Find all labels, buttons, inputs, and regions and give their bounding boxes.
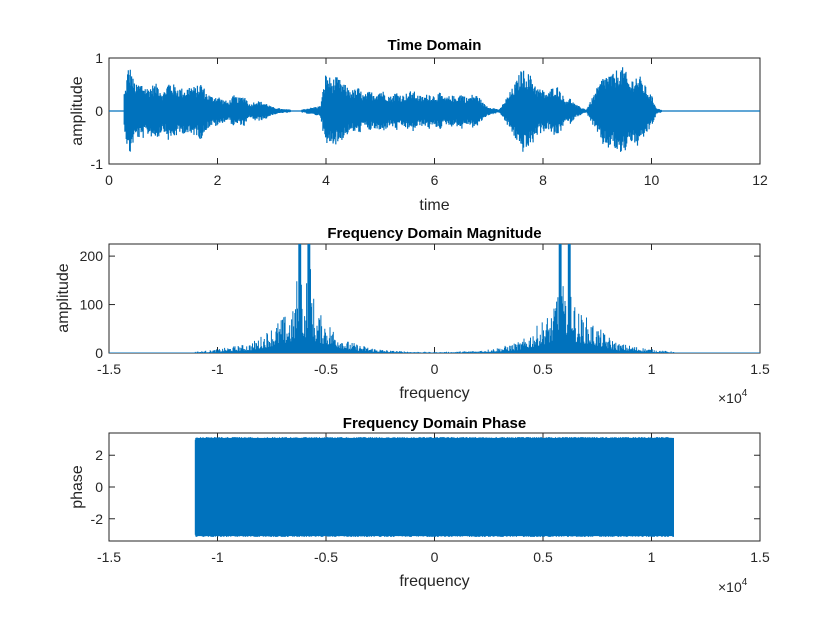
x-tick-label: 0.5 xyxy=(533,549,553,565)
x-exponent-label: ×104 xyxy=(718,388,748,406)
x-tick-label: -1.5 xyxy=(97,549,121,565)
x-tick-label: 0 xyxy=(431,361,439,377)
x-tick-label: 1.5 xyxy=(750,549,770,565)
x-tick-label: -0.5 xyxy=(314,361,338,377)
plot-title: Frequency Domain Phase xyxy=(343,415,526,432)
x-tick-label: 1.5 xyxy=(750,361,770,377)
x-exponent-label: ×104 xyxy=(718,577,748,595)
x-tick-label: 0 xyxy=(105,172,113,188)
phase-line xyxy=(194,437,674,537)
x-axis-label: frequency xyxy=(399,385,469,402)
y-tick-label: -1 xyxy=(91,156,104,172)
magnitude-line xyxy=(109,244,760,353)
frequency-phase-plot: Frequency Domain Phase frequency phase ×… xyxy=(69,415,770,595)
x-tick-label: 8 xyxy=(539,172,547,188)
plot-title: Frequency Domain Magnitude xyxy=(327,225,541,242)
y-tick-label: 0 xyxy=(95,103,103,119)
x-axis-label: frequency xyxy=(399,573,469,590)
y-axis-label: phase xyxy=(69,465,86,509)
x-tick-label: 2 xyxy=(214,172,222,188)
x-tick-label: 0.5 xyxy=(533,361,553,377)
ticks: -1.5 -1 -0.5 0 0.5 1 1.5 0 100 200 xyxy=(80,244,770,377)
x-tick-label: 0 xyxy=(431,549,439,565)
plot-title: Time Domain xyxy=(388,37,482,54)
frequency-magnitude-plot: Frequency Domain Magnitude frequency amp… xyxy=(55,225,770,406)
x-tick-label: 1 xyxy=(648,361,656,377)
phase-spectrum xyxy=(194,437,674,537)
waveform-line xyxy=(109,67,760,152)
waveform xyxy=(109,67,760,152)
y-tick-label: 200 xyxy=(80,248,104,264)
y-axis-label: amplitude xyxy=(55,263,72,332)
x-tick-label: 10 xyxy=(644,172,660,188)
x-tick-label: -1.5 xyxy=(97,361,121,377)
magnitude-spectrum xyxy=(109,244,760,353)
y-tick-label: 100 xyxy=(80,297,104,313)
x-tick-label: 12 xyxy=(752,172,768,188)
x-tick-label: -0.5 xyxy=(314,549,338,565)
x-tick-label: -1 xyxy=(211,549,224,565)
y-tick-label: 1 xyxy=(95,50,103,66)
plot-area xyxy=(108,243,761,354)
x-tick-label: -1 xyxy=(211,361,224,377)
y-tick-label: 0 xyxy=(95,479,103,495)
time-domain-plot: Time Domain time amplitude 0 2 4 6 8 10 12-101 xyxy=(69,37,768,214)
ticks: 0 2 4 6 8 10 12-101 xyxy=(91,50,768,188)
y-tick-label: 2 xyxy=(95,447,103,463)
ticks: -1.5 -1 -0.5 0 0.5 1 1.5 -2 0 2 xyxy=(91,433,770,565)
x-axis-label: time xyxy=(419,197,449,214)
y-tick-label: -2 xyxy=(91,511,104,527)
x-tick-label: 6 xyxy=(431,172,439,188)
y-tick-label: 0 xyxy=(95,345,103,361)
x-tick-label: 1 xyxy=(648,549,656,565)
x-tick-label: 4 xyxy=(322,172,330,188)
y-axis-label: amplitude xyxy=(69,76,86,145)
